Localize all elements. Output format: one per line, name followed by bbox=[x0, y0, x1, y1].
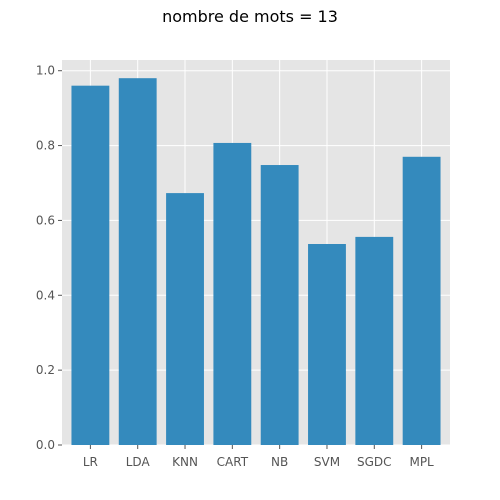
x-axis-ticks: LR LDA KNN CART NB SVM SGDC MPL bbox=[83, 445, 434, 469]
x-tick-label: LR bbox=[83, 455, 98, 469]
x-tick-label: SGDC bbox=[357, 455, 392, 469]
bar-knn bbox=[166, 193, 204, 445]
bar-lda bbox=[118, 78, 157, 446]
y-tick-label: 0.6 bbox=[36, 213, 55, 227]
bar-nb bbox=[260, 165, 299, 445]
y-tick-label: 1.0 bbox=[36, 64, 55, 78]
y-tick-label: 0.0 bbox=[36, 438, 55, 452]
y-tick-label: 0.4 bbox=[36, 288, 55, 302]
bar-svm bbox=[308, 244, 346, 445]
x-tick-label: NB bbox=[271, 455, 288, 469]
x-tick-label: MPL bbox=[409, 455, 434, 469]
bar-lr bbox=[71, 85, 110, 446]
bar-mpl bbox=[402, 156, 441, 445]
x-tick-label: LDA bbox=[126, 455, 151, 469]
y-axis-ticks: 0.0 0.2 0.4 0.6 0.8 1.0 bbox=[36, 64, 62, 452]
x-tick-label: SVM bbox=[314, 455, 340, 469]
bars bbox=[71, 78, 441, 446]
x-tick-label: CART bbox=[217, 455, 249, 469]
x-tick-label: KNN bbox=[172, 455, 198, 469]
bar-cart bbox=[213, 142, 252, 446]
chart-title: nombre de mots = 13 bbox=[162, 7, 338, 26]
y-tick-label: 0.8 bbox=[36, 139, 55, 153]
y-tick-label: 0.2 bbox=[36, 363, 55, 377]
bar-sgdc bbox=[355, 236, 394, 445]
